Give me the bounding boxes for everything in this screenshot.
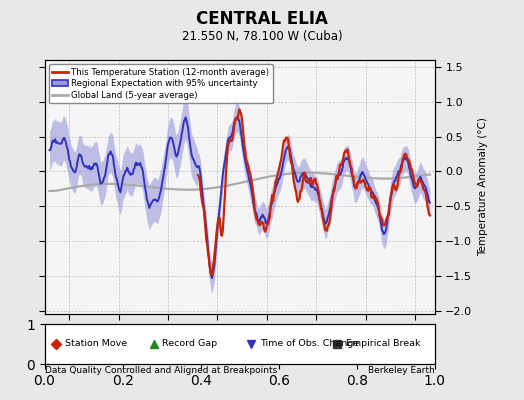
Text: Data Quality Controlled and Aligned at Breakpoints: Data Quality Controlled and Aligned at B… [45,366,277,375]
Legend: This Temperature Station (12-month average), Regional Expectation with 95% uncer: This Temperature Station (12-month avera… [49,64,272,103]
Text: Record Gap: Record Gap [162,340,217,348]
Text: 21.550 N, 78.100 W (Cuba): 21.550 N, 78.100 W (Cuba) [182,30,342,43]
Text: Time of Obs. Change: Time of Obs. Change [260,340,359,348]
Text: Empirical Break: Empirical Break [346,340,420,348]
Y-axis label: Temperature Anomaly (°C): Temperature Anomaly (°C) [478,118,488,256]
Text: CENTRAL ELIA: CENTRAL ELIA [196,10,328,28]
Text: Berkeley Earth: Berkeley Earth [368,366,435,375]
Text: Station Move: Station Move [65,340,127,348]
